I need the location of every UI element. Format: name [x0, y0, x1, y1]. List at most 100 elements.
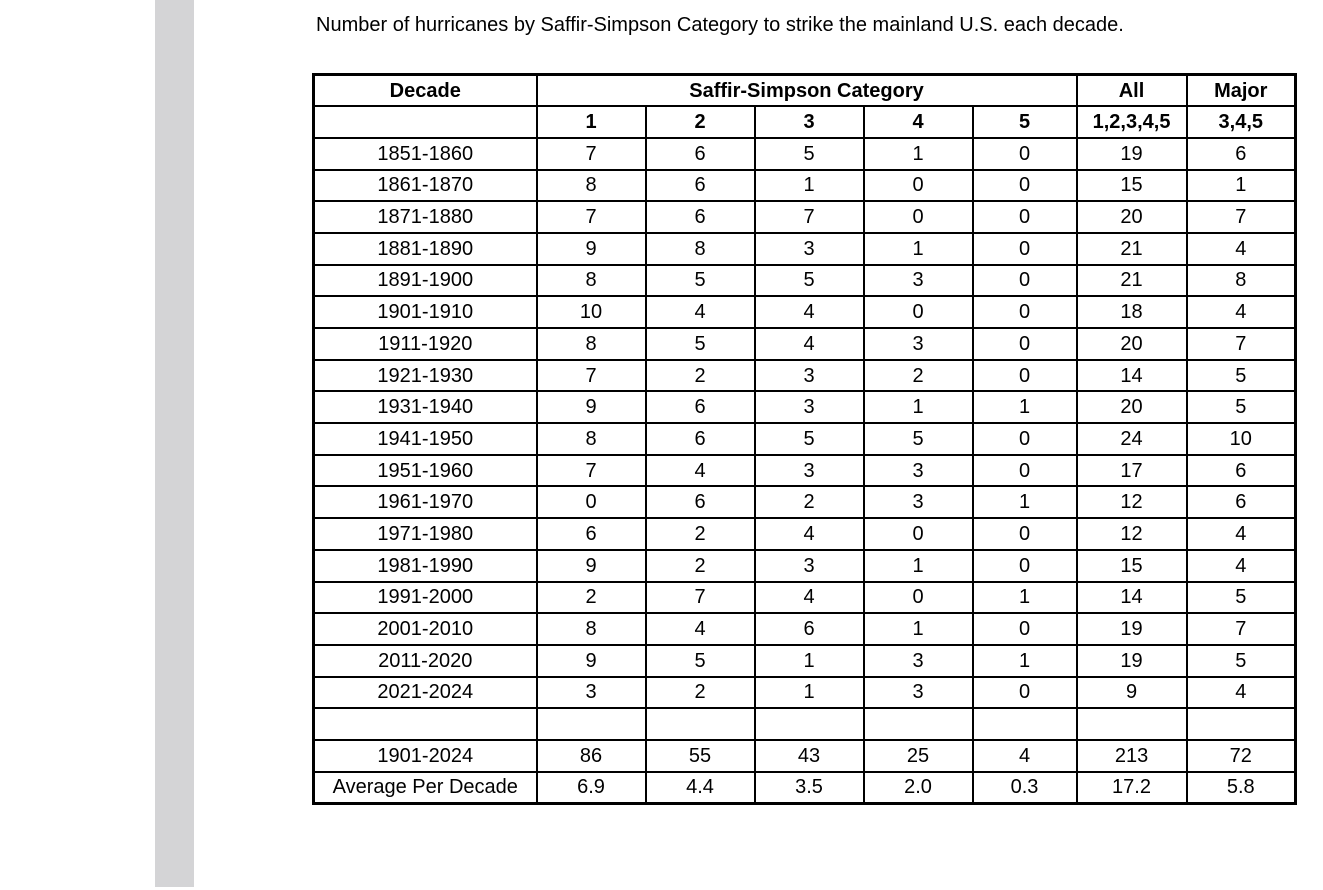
value-cell: 0.3: [971, 770, 1078, 805]
value-cell: 4: [753, 580, 865, 615]
value-cell: 1: [1185, 168, 1297, 203]
decade-row: 1961-1970 0 6 2 3 1 12 6: [312, 485, 1297, 520]
value-cell: 1: [862, 612, 974, 646]
value-cell: 25: [862, 738, 974, 773]
subheader-major: 3,4,5: [1185, 105, 1297, 139]
value-cell: 0: [862, 580, 974, 615]
value-cell: 10: [1185, 422, 1297, 456]
value-cell: 6: [644, 422, 756, 456]
value-cell: 2: [535, 580, 647, 615]
decade-cell: 2021-2024: [312, 675, 538, 710]
value-cell: 6.9: [535, 770, 647, 805]
spacer-row: [312, 707, 1297, 741]
value-cell: [1075, 707, 1188, 741]
value-cell: 0: [971, 422, 1078, 456]
decade-cell: 1871-1880: [312, 200, 538, 234]
value-cell: 17.2: [1075, 770, 1188, 805]
value-cell: [971, 707, 1078, 741]
value-cell: 1: [862, 231, 974, 266]
value-cell: 3: [753, 548, 865, 583]
value-cell: 5: [753, 422, 865, 456]
value-cell: 3: [862, 453, 974, 488]
value-cell: 7: [1185, 200, 1297, 234]
value-cell: 10: [535, 295, 647, 329]
value-cell: 3: [535, 675, 647, 710]
value-cell: 0: [862, 295, 974, 329]
value-cell: 18: [1075, 295, 1188, 329]
value-cell: 5: [862, 422, 974, 456]
value-cell: 1: [971, 485, 1078, 520]
value-cell: 4: [1185, 517, 1297, 551]
value-cell: 3: [862, 643, 974, 678]
value-cell: [1185, 707, 1297, 741]
value-cell: 6: [644, 168, 756, 203]
value-cell: 8: [1185, 263, 1297, 298]
value-cell: 5: [753, 263, 865, 298]
summary-row: 1901-2024 86 55 43 25 4 213 72: [312, 738, 1297, 773]
decade-cell: 1931-1940: [312, 390, 538, 425]
page-title: Number of hurricanes by Saffir-Simpson C…: [316, 14, 1124, 36]
value-cell: 14: [1075, 580, 1188, 615]
value-cell: 5: [644, 643, 756, 678]
subheader-cat3: 3: [753, 105, 865, 139]
left-gray-bar: [155, 0, 194, 887]
subheader-cat2: 2: [644, 105, 756, 139]
value-cell: 1: [862, 136, 974, 171]
value-cell: [535, 707, 647, 741]
value-cell: 2: [644, 675, 756, 710]
value-cell: 4: [753, 517, 865, 551]
subheader-cat4: 4: [862, 105, 974, 139]
value-cell: 19: [1075, 612, 1188, 646]
value-cell: 5: [1185, 580, 1297, 615]
value-cell: 6: [753, 612, 865, 646]
decade-cell: Average Per Decade: [312, 770, 538, 805]
value-cell: [753, 707, 865, 741]
value-cell: 6: [644, 485, 756, 520]
hurricane-table: Decade Saffir-Simpson Category All Major…: [312, 73, 1298, 805]
value-cell: 4: [971, 738, 1078, 773]
value-cell: 5: [644, 263, 756, 298]
value-cell: 7: [535, 200, 647, 234]
decade-cell: 2011-2020: [312, 643, 538, 678]
value-cell: 5.8: [1185, 770, 1297, 805]
decade-row: 2011-2020 9 5 1 3 1 19 5: [312, 643, 1297, 678]
value-cell: 86: [535, 738, 647, 773]
decade-cell: 1881-1890: [312, 231, 538, 266]
decade-row: 1871-1880 7 6 7 0 0 20 7: [312, 200, 1297, 234]
value-cell: 12: [1075, 485, 1188, 520]
value-cell: 2: [753, 485, 865, 520]
value-cell: 0: [535, 485, 647, 520]
decade-row: 1881-1890 9 8 3 1 0 21 4: [312, 231, 1297, 266]
value-cell: 2: [644, 358, 756, 393]
value-cell: 55: [644, 738, 756, 773]
decade-row: 1851-1860 7 6 5 1 0 19 6: [312, 136, 1297, 171]
decade-row: 1971-1980 6 2 4 0 0 12 4: [312, 517, 1297, 551]
value-cell: 0: [971, 136, 1078, 171]
value-cell: 14: [1075, 358, 1188, 393]
value-cell: 1: [971, 643, 1078, 678]
header-all: All: [1075, 73, 1188, 108]
decade-cell: 1911-1920: [312, 327, 538, 361]
value-cell: 8: [535, 327, 647, 361]
value-cell: 8: [535, 168, 647, 203]
subheader-cat5: 5: [971, 105, 1078, 139]
value-cell: 3: [753, 453, 865, 488]
value-cell: 6: [644, 200, 756, 234]
decade-row: 2021-2024 3 2 1 3 0 9 4: [312, 675, 1297, 710]
decade-cell: 1991-2000: [312, 580, 538, 615]
value-cell: 1: [753, 643, 865, 678]
value-cell: 0: [862, 168, 974, 203]
value-cell: 4: [753, 295, 865, 329]
value-cell: 4.4: [644, 770, 756, 805]
value-cell: 4: [644, 612, 756, 646]
decade-cell: 1901-1910: [312, 295, 538, 329]
value-cell: 3: [862, 485, 974, 520]
decade-row: 1911-1920 8 5 4 3 0 20 7: [312, 327, 1297, 361]
value-cell: 0: [971, 517, 1078, 551]
value-cell: 0: [971, 295, 1078, 329]
value-cell: 7: [644, 580, 756, 615]
value-cell: 0: [862, 200, 974, 234]
value-cell: 0: [971, 200, 1078, 234]
value-cell: 213: [1075, 738, 1188, 773]
table-header-row: Decade Saffir-Simpson Category All Major: [312, 73, 1297, 108]
